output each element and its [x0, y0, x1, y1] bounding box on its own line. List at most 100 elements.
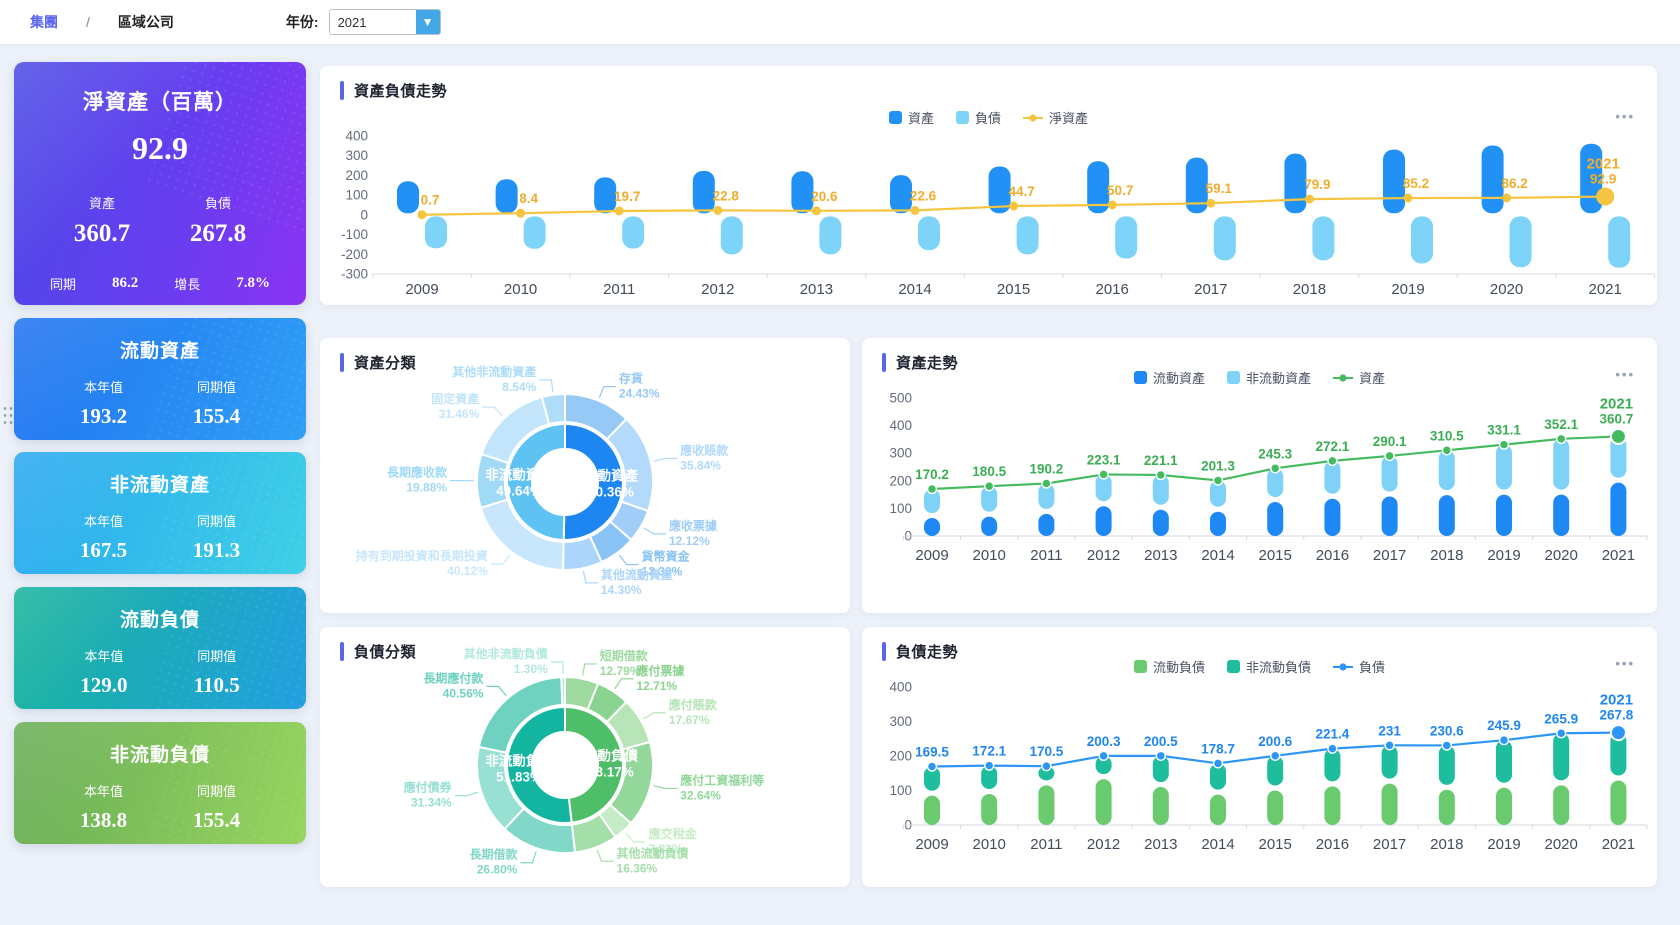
svg-text:2017: 2017 — [1373, 836, 1406, 853]
current-year-label: 本年值 — [83, 514, 123, 529]
svg-text:2021: 2021 — [1587, 156, 1620, 173]
svg-text:2021: 2021 — [1602, 836, 1635, 853]
svg-text:2012: 2012 — [701, 281, 734, 298]
more-menu-icon[interactable]: ••• — [1615, 109, 1635, 124]
y-axis: 400 300 200 100 0 -100 -200 -300 — [341, 129, 368, 282]
panel-title: 負債走勢 — [896, 644, 959, 661]
legend-item-流動負債[interactable]: 流動負債 — [1133, 657, 1205, 676]
legend-item-資產[interactable]: 資產 — [888, 108, 934, 127]
bars-流動資產[interactable] — [924, 482, 1627, 536]
svg-text:201.3: 201.3 — [1201, 458, 1235, 473]
svg-text:265.9: 265.9 — [1544, 711, 1578, 726]
svg-text:40.56%: 40.56% — [443, 686, 484, 700]
line-淨資產[interactable]: 0.7 8.4 19.7 22.8 20.6 22.6 44.7 50.7 59.1 79.9 85… — [417, 156, 1620, 220]
panel-title: 資產走勢 — [896, 355, 959, 372]
prev-period-label: 同期值 — [197, 784, 237, 799]
svg-text:2019: 2019 — [1487, 836, 1520, 853]
current-year-label: 本年值 — [84, 649, 124, 664]
svg-text:2020: 2020 — [1490, 281, 1523, 298]
inner-ring[interactable] — [506, 705, 624, 824]
title-accent-bar — [340, 642, 344, 661]
svg-text:245.9: 245.9 — [1487, 718, 1521, 733]
svg-text:2009: 2009 — [915, 836, 948, 853]
svg-text:267.8: 267.8 — [1600, 708, 1634, 723]
panel-title: 負債分類 — [354, 644, 417, 661]
bars-負債[interactable] — [425, 216, 1631, 268]
svg-text:非流動負債: 非流動負債 — [485, 753, 553, 769]
year-select[interactable]: 2021 ▼ — [328, 9, 441, 35]
drag-handle[interactable] — [2, 405, 13, 426]
svg-text:200.5: 200.5 — [1144, 734, 1178, 749]
chevron-down-icon: ▼ — [415, 10, 440, 34]
svg-text:231: 231 — [1378, 723, 1401, 738]
svg-text:2018: 2018 — [1430, 547, 1463, 564]
title-accent-bar — [340, 81, 344, 100]
svg-text:應付工資福利等: 應付工資福利等 — [680, 772, 764, 787]
svg-text:44.7: 44.7 — [1008, 184, 1034, 199]
svg-text:應收賬款: 應收賬款 — [680, 442, 729, 457]
svg-text:2016: 2016 — [1316, 547, 1349, 564]
bars-非流動負債[interactable] — [924, 732, 1627, 791]
svg-text:310.5: 310.5 — [1430, 428, 1464, 443]
svg-text:2016: 2016 — [1096, 281, 1129, 298]
breadcrumb-current[interactable]: 區域公司 — [117, 14, 174, 30]
svg-text:22.8: 22.8 — [713, 188, 740, 203]
svg-text:400: 400 — [345, 129, 368, 144]
outer-ring[interactable] — [476, 675, 654, 854]
bars-流動負債[interactable] — [924, 779, 1627, 825]
svg-text:7.83%: 7.83% — [649, 842, 683, 856]
more-menu-icon[interactable]: ••• — [1615, 656, 1635, 671]
svg-text:31.46%: 31.46% — [439, 407, 480, 421]
breadcrumb-group-link[interactable]: 集團 — [30, 14, 58, 30]
svg-text:51.83%: 51.83% — [496, 770, 542, 785]
legend-label: 非流動資產 — [1245, 371, 1311, 386]
inner-ring[interactable] — [506, 422, 624, 542]
current-liabilities-card: 流動負債 本年值 129.0 同期值 110.5 — [14, 587, 306, 709]
svg-text:35.84%: 35.84% — [680, 458, 721, 472]
svg-text:14.30%: 14.30% — [601, 583, 642, 597]
svg-text:31.34%: 31.34% — [411, 796, 452, 810]
svg-text:200: 200 — [345, 168, 368, 183]
outer-ring[interactable] — [476, 392, 654, 571]
line-資產[interactable]: 170.2 180.5 190.2 223.1 221.1 201.3 245.3 272.1… — [915, 395, 1633, 495]
legend-label: 資產 — [1359, 371, 1386, 386]
legend-item-淨資產[interactable]: 淨資產 — [1023, 108, 1088, 127]
svg-text:其他流動資產: 其他流動資產 — [601, 567, 673, 582]
legend-square-icon — [1226, 371, 1240, 384]
svg-text:86.2: 86.2 — [1501, 176, 1527, 191]
svg-text:0: 0 — [360, 207, 368, 222]
svg-text:300: 300 — [889, 446, 912, 461]
more-menu-icon[interactable]: ••• — [1615, 367, 1635, 382]
chart-legend: 資產 負債 淨資產 — [320, 108, 1657, 127]
line-負債[interactable]: 169.5 172.1 170.5 200.3 200.5 178.7 200.6 221.4… — [915, 692, 1634, 772]
chart-legend: 流動負債 非流動負債 負債 — [862, 657, 1657, 676]
balance-trend-panel: 資產負債走勢 ••• 資產 負債 淨資產 400 300 200 100 0 -100 -200… — [320, 66, 1657, 305]
svg-text:2009: 2009 — [405, 281, 438, 298]
svg-text:其他非流動資產: 其他非流動資產 — [452, 364, 536, 379]
balance-trend-chart[interactable]: 400 300 200 100 0 -100 -200 -300 2009 2010 2011 201… — [320, 128, 1657, 300]
svg-text:170.5: 170.5 — [1030, 744, 1064, 759]
svg-text:應付票據: 應付票據 — [636, 663, 685, 678]
svg-text:1.30%: 1.30% — [514, 662, 548, 676]
svg-text:-100: -100 — [341, 227, 368, 242]
legend-square-icon — [1133, 371, 1147, 384]
legend-item-負債[interactable]: 負債 — [955, 108, 1001, 127]
svg-text:2016: 2016 — [1316, 836, 1349, 853]
svg-text:180.5: 180.5 — [972, 464, 1006, 479]
svg-text:2014: 2014 — [1201, 836, 1234, 853]
svg-text:290.1: 290.1 — [1373, 434, 1407, 449]
legend-item-非流動資產[interactable]: 非流動資產 — [1226, 368, 1311, 387]
legend-line-icon — [1333, 662, 1353, 671]
legend-label: 非流動負債 — [1245, 660, 1311, 675]
svg-text:48.17%: 48.17% — [588, 764, 634, 779]
legend-item-非流動負債[interactable]: 非流動負債 — [1226, 657, 1311, 676]
legend-item-負債[interactable]: 負債 — [1333, 657, 1385, 676]
bars-非流動資產[interactable] — [924, 436, 1627, 514]
legend-item-流動資產[interactable]: 流動資產 — [1133, 368, 1205, 387]
legend-item-資產[interactable]: 資產 — [1333, 368, 1385, 387]
